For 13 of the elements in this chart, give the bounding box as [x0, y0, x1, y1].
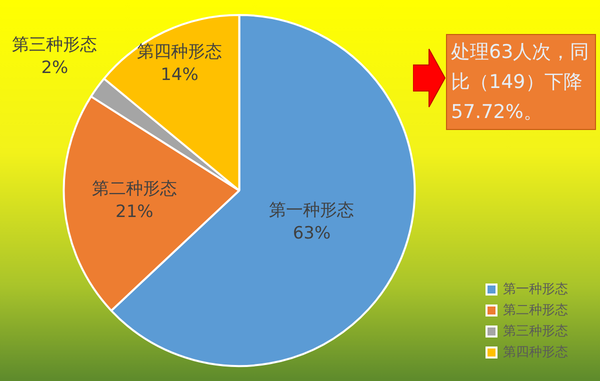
legend-label: 第四种形态	[503, 344, 568, 360]
data-label: 2%	[41, 58, 68, 78]
legend-label: 第一种形态	[503, 282, 568, 297]
slice-label: 第二种形态	[92, 178, 177, 199]
slice-label: 第一种形态	[269, 200, 354, 220]
legend-label: 第二种形态	[503, 302, 568, 318]
slice-label: 第三种形态	[12, 34, 98, 55]
slice-label: 第四种形态	[136, 42, 222, 62]
data-label: 63%	[292, 223, 331, 244]
text: 处理63人次，同比（149）下降57.72%。	[451, 40, 590, 125]
legend-label: 第三种形态	[503, 324, 568, 339]
data-label: 14%	[160, 64, 198, 85]
data-label: 21%	[116, 202, 154, 222]
